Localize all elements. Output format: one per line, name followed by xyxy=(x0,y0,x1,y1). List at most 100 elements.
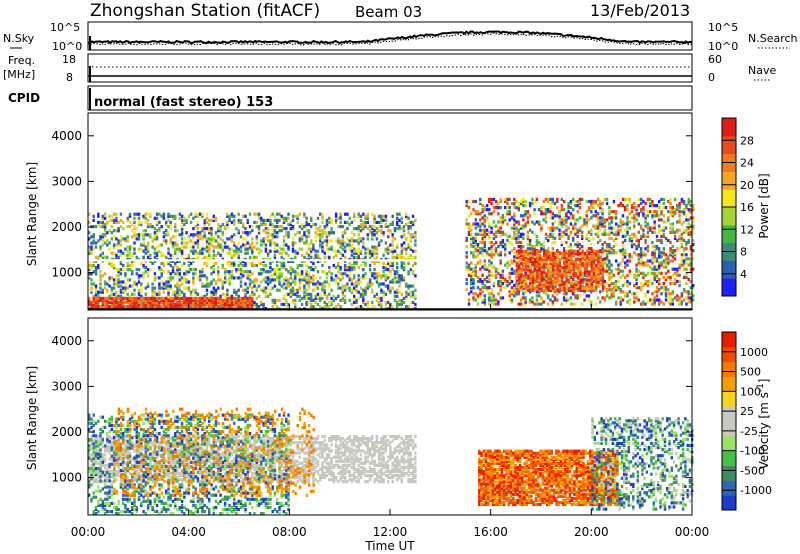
power-cell xyxy=(108,296,111,300)
power-cell xyxy=(518,276,521,280)
power-cell xyxy=(682,208,686,212)
power-cell xyxy=(499,273,502,277)
power-cell xyxy=(368,251,372,255)
power-cell xyxy=(565,288,569,292)
power-cell xyxy=(472,298,475,302)
power-cell xyxy=(474,226,477,230)
power-cell xyxy=(545,280,548,284)
power-cell xyxy=(237,268,240,272)
power-cell xyxy=(217,298,220,302)
power-cell xyxy=(414,235,417,239)
power-cell xyxy=(596,218,600,222)
power-cell xyxy=(524,214,527,218)
power-cell xyxy=(526,230,530,234)
power-cell xyxy=(396,243,399,247)
power-cell xyxy=(402,247,406,251)
power-cell xyxy=(126,218,129,222)
power-cell xyxy=(510,271,514,275)
power-cell xyxy=(544,197,548,201)
power-cell xyxy=(551,228,554,232)
power-cell xyxy=(660,286,663,290)
power-cell xyxy=(187,253,191,257)
power-cell xyxy=(519,275,523,279)
power-cell xyxy=(633,296,636,300)
power-cell xyxy=(208,305,211,309)
power-cell xyxy=(543,280,546,284)
power-cell xyxy=(343,272,347,276)
power-cell xyxy=(551,247,554,251)
power-cell xyxy=(621,269,625,273)
power-cell xyxy=(90,288,93,292)
power-cell xyxy=(119,302,123,307)
power-cell xyxy=(678,201,681,206)
power-cell xyxy=(210,255,213,259)
power-cell xyxy=(233,302,236,307)
power-cell xyxy=(264,231,268,235)
power-cell xyxy=(373,220,376,224)
power-cell xyxy=(411,263,415,268)
power-cell xyxy=(282,261,286,266)
power-cell xyxy=(103,229,107,233)
power-cell xyxy=(201,247,204,251)
power-cell xyxy=(312,305,315,309)
power-cell xyxy=(678,279,681,284)
power-cell xyxy=(244,282,247,286)
power-cell xyxy=(576,199,579,204)
power-cell xyxy=(535,294,539,298)
power-cell xyxy=(542,240,545,245)
power-cell xyxy=(644,220,647,224)
power-cell xyxy=(264,286,268,290)
power-cell xyxy=(405,247,408,251)
power-cell xyxy=(554,268,557,272)
power-cell xyxy=(680,259,684,263)
power-cell xyxy=(474,271,477,275)
power-cell xyxy=(142,235,145,239)
power-cell xyxy=(391,237,394,241)
power-cell xyxy=(210,218,213,222)
power-cell xyxy=(642,284,645,288)
power-cell xyxy=(246,296,249,300)
power-cell xyxy=(524,210,527,214)
power-cell xyxy=(405,251,408,255)
power-cell xyxy=(576,243,579,247)
power-cell xyxy=(142,237,145,241)
power-cell xyxy=(479,228,482,232)
power-cell xyxy=(624,234,627,238)
power-cell xyxy=(508,197,511,201)
power-cell xyxy=(513,259,516,263)
power-cell xyxy=(676,298,679,302)
power-cell xyxy=(605,294,609,298)
power-cell xyxy=(655,247,659,251)
power-cell xyxy=(158,268,161,272)
power-cell xyxy=(481,298,484,302)
power-cell xyxy=(183,237,186,241)
power-cell xyxy=(393,272,397,276)
power-cell xyxy=(536,258,539,262)
power-cell xyxy=(531,197,534,201)
power-cell xyxy=(649,197,652,201)
power-cell xyxy=(651,216,654,220)
power-cell xyxy=(565,270,569,274)
power-cell xyxy=(474,265,477,269)
power-cell xyxy=(662,251,665,255)
power-cell xyxy=(639,226,643,230)
power-cell xyxy=(269,274,272,278)
power-cell xyxy=(483,240,486,245)
power-cell xyxy=(617,204,620,208)
power-cell xyxy=(488,286,491,290)
power-cell xyxy=(387,268,390,272)
power-cell xyxy=(587,294,591,298)
power-cell xyxy=(538,276,541,280)
power-cell xyxy=(642,253,645,257)
power-cell xyxy=(131,222,134,227)
power-cell xyxy=(316,286,320,290)
power-cell xyxy=(219,278,222,282)
power-cell xyxy=(319,237,322,241)
power-cell xyxy=(669,206,672,210)
power-cell xyxy=(499,290,502,294)
power-cell xyxy=(513,206,516,210)
power-cell xyxy=(217,241,220,245)
power-cell xyxy=(479,212,482,216)
power-cell xyxy=(194,251,197,255)
power-cell xyxy=(373,233,376,237)
